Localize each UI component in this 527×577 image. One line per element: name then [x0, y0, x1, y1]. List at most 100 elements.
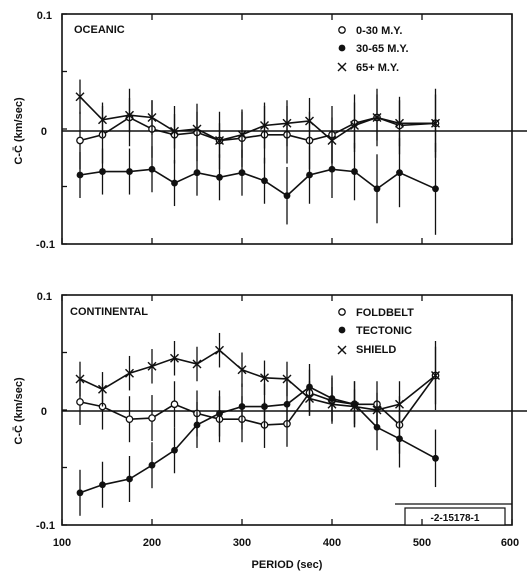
data-point-foldbelt: [125, 415, 134, 424]
data-point-tectonic: [171, 446, 178, 454]
data-point-30-65-m-y: [328, 165, 336, 173]
series-line-foldbelt: [79, 375, 437, 427]
legend-marker-filled-circle: [338, 44, 346, 52]
data-point-foldbelt: [148, 414, 156, 422]
legend-label-0-30-my: 0-30 M.Y.: [356, 25, 402, 37]
data-point-65-m-y: [395, 118, 404, 128]
reference-number-box: -2-15178-1: [395, 503, 512, 526]
data-point-30-65-m-y: [283, 192, 291, 200]
plot-area-oceanic: [75, 79, 440, 235]
data-point-30-65-m-y: [238, 169, 246, 177]
data-point-65-m-y: [431, 118, 440, 128]
legend-label-tectonic: TECTONIC: [356, 325, 412, 337]
data-point-shield: [305, 394, 314, 403]
data-point-tectonic: [261, 403, 268, 410]
panel-title-continental: CONTINENTAL: [70, 306, 148, 318]
data-point-65-m-y: [350, 121, 359, 131]
legend-oceanic: 0-30 M.Y. 30-65 M.Y. 65+ M.Y.: [337, 25, 409, 74]
legend-continental: FOLDBELT TECTONIC SHIELD: [337, 307, 414, 356]
y-tick-label-top-continental: 0.1: [37, 291, 52, 303]
data-point-shield: [260, 373, 269, 383]
data-point-shield: [192, 359, 202, 369]
data-point-tectonic: [126, 475, 133, 483]
data-point-65-m-y: [372, 113, 382, 122]
plot-area-continental: [75, 332, 440, 516]
legend-marker-open-circle: [338, 26, 346, 34]
data-point-shield: [431, 371, 440, 380]
data-point-tectonic: [99, 481, 106, 489]
panel-continental: 0.1 0 -0.1 C-C̄ (km/sec) CONTINENTAL FOL…: [13, 291, 527, 532]
panel-oceanic: 0.1 0 -0.1 C-C̄ (km/sec) OCEANIC 0-30 M.…: [13, 10, 527, 251]
data-point-tectonic: [148, 461, 156, 469]
legend-label-30-65-my: 30-65 M.Y.: [356, 43, 409, 55]
x-axis: 100 200 300 400 500 600: [53, 13, 519, 549]
data-point-65-m-y: [147, 113, 157, 122]
data-point-shield: [372, 405, 382, 415]
data-point-30-65-m-y: [99, 168, 106, 175]
legend-label-shield: SHIELD: [356, 344, 396, 356]
y-tick-label-bottom-continental: -0.1: [36, 520, 55, 532]
data-point-0-30-m-y: [76, 136, 84, 145]
data-point-shield: [147, 361, 157, 371]
legend-label-foldbelt: FOLDBELT: [356, 307, 414, 319]
series-line-0-30-m-y: [79, 116, 436, 142]
data-point-30-65-m-y: [171, 179, 178, 187]
data-point-tectonic: [283, 400, 291, 408]
y-axis-title-oceanic: C-C̄ (km/sec): [13, 97, 25, 165]
data-point-65-m-y: [260, 121, 269, 131]
data-point-tectonic: [193, 421, 201, 429]
series-line-tectonic: [79, 386, 436, 494]
data-point-shield: [395, 399, 404, 409]
data-point-30-65-m-y: [216, 173, 223, 181]
data-point-30-65-m-y: [351, 168, 358, 175]
data-point-30-65-m-y: [193, 169, 201, 177]
data-point-65-m-y: [98, 115, 107, 125]
y-tick-label-bottom-oceanic: -0.1: [36, 239, 55, 251]
series-line-65-m-y: [79, 96, 436, 142]
data-point-30-65-m-y: [148, 165, 156, 173]
legend-marker-cross: [337, 345, 347, 355]
x-tick-label: 400: [323, 537, 341, 549]
data-point-65-m-y: [237, 130, 247, 140]
data-point-tectonic: [396, 435, 403, 443]
legend-label-65-plus-my: 65+ M.Y.: [356, 62, 399, 74]
x-tick-label: 200: [143, 537, 161, 549]
y-tick-label-zero-continental: 0: [41, 406, 47, 418]
data-point-65-m-y: [282, 118, 292, 128]
legend-marker-filled-circle: [338, 326, 346, 334]
data-point-shield: [98, 384, 107, 394]
series-line-shield: [79, 349, 436, 411]
data-point-shield: [125, 368, 134, 378]
data-point-65-m-y: [75, 92, 85, 102]
legend-marker-open-circle: [338, 308, 346, 316]
x-tick-label: 600: [501, 537, 519, 549]
x-tick-label: 300: [233, 537, 251, 549]
data-point-tectonic: [238, 403, 246, 410]
data-point-shield: [170, 353, 179, 363]
x-tick-label: 100: [53, 537, 71, 549]
data-point-30-65-m-y: [306, 171, 313, 179]
data-point-30-65-m-y: [76, 171, 84, 179]
data-point-30-65-m-y: [126, 168, 133, 175]
data-point-foldbelt: [170, 400, 179, 409]
data-point-shield: [215, 345, 224, 355]
y-axis-title-continental: C-C̄ (km/sec): [13, 377, 25, 445]
data-point-30-65-m-y: [396, 169, 403, 177]
reference-number: -2-15178-1: [431, 513, 480, 524]
data-point-foldbelt: [76, 398, 84, 406]
data-point-65-m-y: [215, 136, 224, 145]
series-line-30-65-m-y: [79, 168, 436, 197]
data-point-shield: [350, 402, 359, 412]
data-point-65-m-y: [305, 116, 314, 126]
data-point-tectonic: [216, 410, 223, 417]
x-axis-title: PERIOD (sec): [252, 559, 323, 571]
data-point-65-m-y: [327, 136, 337, 145]
data-point-shield: [237, 365, 247, 375]
y-tick-label-top-oceanic: 0.1: [37, 10, 52, 22]
panel-title-oceanic: OCEANIC: [74, 24, 125, 36]
y-tick-label-zero-oceanic: 0: [41, 126, 47, 138]
data-point-tectonic: [76, 489, 84, 497]
data-point-30-65-m-y: [261, 177, 268, 185]
legend-marker-cross: [337, 62, 347, 72]
